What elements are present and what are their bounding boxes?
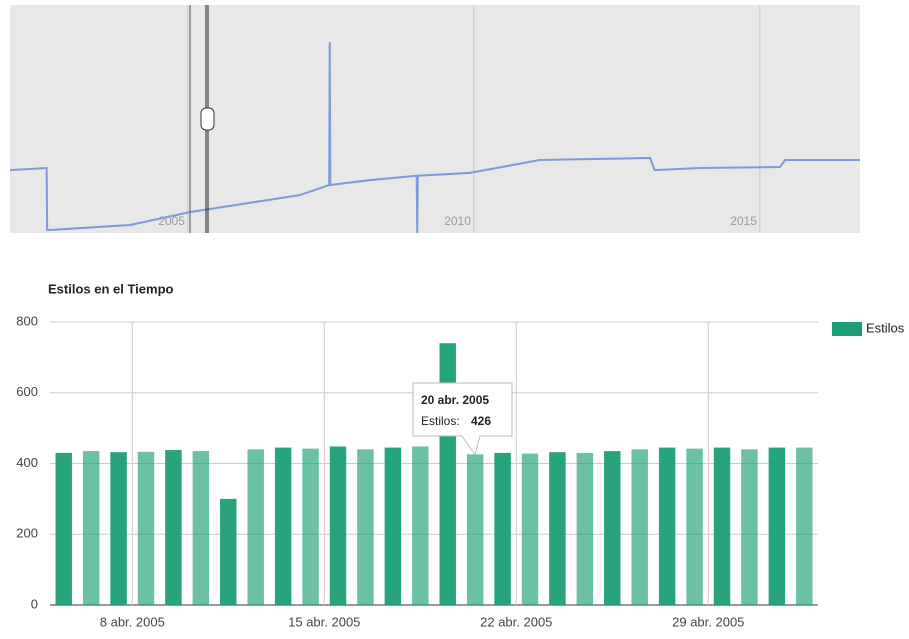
bar	[466, 454, 484, 605]
main-chart: 0 200 400 600 800 8 abr. 2005 15 abr. 2005 22 a…	[16, 313, 818, 629]
tooltip-label: Estilos:	[421, 414, 460, 428]
bar	[137, 451, 155, 605]
bar	[686, 448, 703, 605]
y-tick-label: 600	[16, 384, 38, 399]
x-tick-label: 22 abr. 2005	[480, 614, 552, 629]
bar	[658, 447, 676, 605]
bar	[521, 453, 539, 605]
bar	[439, 343, 456, 605]
legend-swatch	[832, 322, 862, 336]
y-tick-label: 200	[16, 526, 38, 541]
overview-bg	[10, 5, 860, 233]
bar	[165, 450, 182, 605]
bar	[247, 449, 264, 605]
tooltip-date: 20 abr. 2005	[421, 393, 489, 407]
bar	[220, 498, 237, 605]
bar	[768, 447, 786, 605]
bar	[302, 448, 319, 605]
bar	[549, 452, 566, 605]
bar	[384, 447, 402, 605]
bar	[329, 446, 347, 605]
bar	[357, 449, 374, 605]
y-tick-label: 400	[16, 455, 38, 470]
overview-line	[9, 42, 860, 234]
bar	[604, 451, 621, 605]
overview[interactable]: 2005 2010 2015	[9, 5, 860, 234]
x-tick-label: 29 abr. 2005	[672, 614, 744, 629]
bar	[576, 452, 594, 605]
bar	[110, 452, 127, 605]
bar	[55, 452, 72, 605]
bar	[796, 447, 813, 605]
x-tick-label: 2010	[444, 214, 471, 228]
y-tick-label: 0	[31, 596, 38, 611]
range-handle[interactable]	[200, 107, 215, 131]
x-tick-label: 2015	[730, 214, 757, 228]
tooltip: 20 abr. 2005 Estilos: 426	[412, 382, 513, 457]
x-tick-label: 15 abr. 2005	[288, 614, 360, 629]
bar	[274, 447, 292, 605]
bar	[82, 451, 100, 605]
chart-title: Estilos en el Tiempo	[48, 281, 174, 296]
bar	[631, 449, 648, 605]
y-tick-label: 800	[16, 313, 38, 328]
tooltip-box	[412, 382, 513, 457]
legend-label: Estilos	[866, 320, 905, 335]
bar	[494, 452, 511, 605]
bar	[713, 447, 731, 605]
bar	[412, 446, 429, 605]
bar	[192, 451, 210, 605]
range-selector[interactable]	[189, 5, 215, 233]
bar	[741, 449, 758, 605]
x-tick-label: 8 abr. 2005	[100, 614, 165, 629]
tooltip-value: 426	[471, 414, 491, 428]
